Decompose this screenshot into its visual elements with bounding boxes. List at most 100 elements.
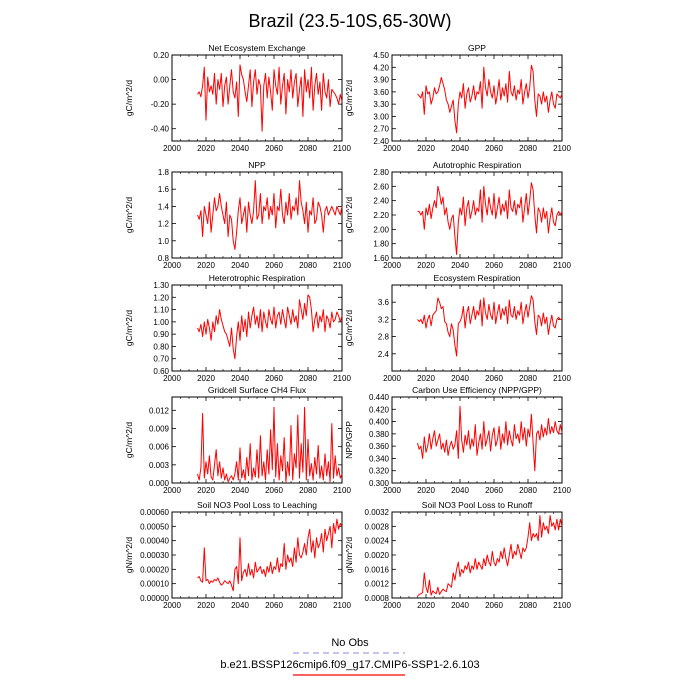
panel-1-ytick-label-0: -0.40 [151, 125, 170, 134]
panel-4-xtick-label-2000: 2000 [383, 261, 401, 270]
panel-9-ytick-label-2: 0.00020 [140, 565, 169, 574]
panel-5-xtick-label-2080: 2080 [299, 374, 317, 383]
panel-4-xtick-label-2060: 2060 [485, 261, 503, 270]
panel-6-ylabel: gC/m^2/d [344, 310, 354, 346]
panel-5-ytick-label-5: 1.10 [153, 306, 169, 315]
panel-10-xtick-label-2000: 2000 [383, 601, 401, 610]
panel-8-ytick-label-4: 0.380 [369, 430, 390, 439]
panel-2-ytick-label-7: 4.50 [373, 51, 389, 60]
panel-9-xtick-label-2100: 2100 [333, 601, 351, 610]
panel-6-plot-frame [391, 284, 563, 372]
panel-1-plot-frame [171, 54, 343, 142]
panel-6-xtick-label-2060: 2060 [485, 374, 503, 383]
panel-5-ytick-label-6: 1.20 [153, 293, 169, 302]
panel-5-title: Heterotrophic Respiration [209, 273, 306, 283]
panel-3-ytick-label-2: 1.2 [158, 220, 170, 229]
panel-5-ylabel: gC/m^2/d [124, 310, 134, 346]
panel-6-xtick-label-2040: 2040 [451, 374, 469, 383]
panel-9-ytick-label-5: 0.00050 [140, 522, 169, 531]
panel-4-ytick-label-1: 1.80 [373, 240, 389, 249]
panel-8-xtick-label-2060: 2060 [485, 486, 503, 495]
legend-obs-label: No Obs [331, 637, 369, 649]
panel-10-xtick-label-2080: 2080 [519, 601, 537, 610]
panel-6-ytick-label-1: 2.8 [378, 333, 390, 342]
panel-5-ytick-label-0: 0.60 [153, 367, 169, 376]
panel-5-ytick-label-4: 1.00 [153, 318, 169, 327]
panel-5-xtick-label-2000: 2000 [163, 374, 181, 383]
panel-5-ytick-label-1: 0.70 [153, 355, 169, 364]
panel-2-series-1-line [417, 64, 563, 134]
panel-8-ytick-label-7: 0.440 [369, 393, 390, 402]
panel-6-xtick-label-2080: 2080 [519, 374, 537, 383]
panel-3-series-1-line [197, 180, 343, 250]
panel-9-title: Soil NO3 Pool Loss to Leaching [197, 500, 317, 510]
panel-9-xtick-label-2080: 2080 [299, 601, 317, 610]
panel-2-plot-frame [391, 54, 563, 142]
panel-3-ylabel: gC/m^2/d [124, 197, 134, 233]
panel-5-ytick-label-2: 0.80 [153, 342, 169, 351]
panel-3-title: NPP [248, 160, 266, 170]
panel-5-xtick-label-2040: 2040 [231, 374, 249, 383]
panel-6-series-1-line [417, 295, 562, 357]
legend: No Obs b.e21.BSSP126cmip6.f09_g17.CMIP6-… [0, 636, 700, 678]
panel-4-ytick-label-2: 2.00 [373, 225, 389, 234]
panel-10-xtick-label-2100: 2100 [553, 601, 571, 610]
panel-3-xtick-label-2000: 2000 [163, 261, 181, 270]
panel-10-xtick-label-2060: 2060 [485, 601, 503, 610]
panel-1-xtick-label-2080: 2080 [299, 144, 317, 153]
panel-1-xtick-label-2100: 2100 [333, 144, 351, 153]
panel-5-ytick-label-3: 0.90 [153, 330, 169, 339]
panel-4-xtick-label-2040: 2040 [451, 261, 469, 270]
panel-1-ytick-label-3: 0.20 [153, 51, 169, 60]
panel-8-title: Carbon Use Efficiency (NPP/GPP) [412, 385, 542, 395]
panel-7-ytick-label-0: 0.000 [149, 479, 170, 488]
panel-9-xtick-label-2000: 2000 [163, 601, 181, 610]
panel-1-xtick-label-2060: 2060 [265, 144, 283, 153]
panel-6-ytick-label-2: 3.2 [378, 315, 390, 324]
panel-7-xtick-label-2080: 2080 [299, 486, 317, 495]
panel-5-series-1-line [197, 294, 343, 360]
panel-7-ytick-label-2: 0.006 [149, 443, 170, 452]
panel-10-xtick-label-2040: 2040 [451, 601, 469, 610]
panel-10-xtick-label-2020: 2020 [417, 601, 435, 610]
panel-6-xtick-label-2020: 2020 [417, 374, 435, 383]
panel-7-xtick-label-2100: 2100 [333, 486, 351, 495]
panel-2-ytick-label-5: 3.90 [373, 76, 389, 85]
panel-9-xtick-label-2040: 2040 [231, 601, 249, 610]
panel-5-xtick-label-2100: 2100 [333, 374, 351, 383]
panel-2-xtick-label-2000: 2000 [383, 144, 401, 153]
panel-4-ytick-label-4: 2.40 [373, 197, 389, 206]
panel-7-ytick-label-4: 0.012 [149, 406, 170, 415]
panel-8-ytick-label-5: 0.400 [369, 418, 390, 427]
legend-model-line [293, 674, 405, 676]
panel-4-ytick-label-6: 2.80 [373, 168, 389, 177]
panel-7-xtick-label-2020: 2020 [197, 486, 215, 495]
panel-10-plot-frame [391, 511, 563, 599]
panel-1-xtick-label-2020: 2020 [197, 144, 215, 153]
panel-5-xtick-label-2020: 2020 [197, 374, 215, 383]
panel-6-ytick-label-3: 3.6 [378, 298, 390, 307]
panel-10-ytick-label-4: 0.0024 [365, 537, 390, 546]
panel-2-xtick-label-2020: 2020 [417, 144, 435, 153]
panel-8-ytick-label-3: 0.360 [369, 442, 390, 451]
panel-9-ytick-label-3: 0.00030 [140, 551, 169, 560]
panel-3-xtick-label-2060: 2060 [265, 261, 283, 270]
panel-4-xtick-label-2080: 2080 [519, 261, 537, 270]
panel-7-ytick-label-3: 0.009 [149, 424, 170, 433]
panel-3-ytick-label-4: 1.6 [158, 185, 170, 194]
panel-8-xtick-label-2100: 2100 [553, 486, 571, 495]
panel-8-xtick-label-2020: 2020 [417, 486, 435, 495]
panel-3-ytick-label-0: 0.8 [158, 254, 170, 263]
panel-3-xtick-label-2100: 2100 [333, 261, 351, 270]
panel-2-ytick-label-1: 2.70 [373, 125, 389, 134]
panel-3-xtick-label-2040: 2040 [231, 261, 249, 270]
panel-10-ytick-label-1: 0.0012 [365, 580, 390, 589]
panel-2-ytick-label-4: 3.60 [373, 88, 389, 97]
panel-10-ylabel: gN/m^2/d [344, 537, 354, 573]
panel-7-xtick-label-2060: 2060 [265, 486, 283, 495]
panel-8-xtick-label-2000: 2000 [383, 486, 401, 495]
panel-5-xtick-label-2060: 2060 [265, 374, 283, 383]
panel-8-xtick-label-2040: 2040 [451, 486, 469, 495]
panel-9-ytick-label-0: 0.00000 [140, 594, 169, 603]
panel-6-title: Ecosystem Respiration [434, 273, 521, 283]
